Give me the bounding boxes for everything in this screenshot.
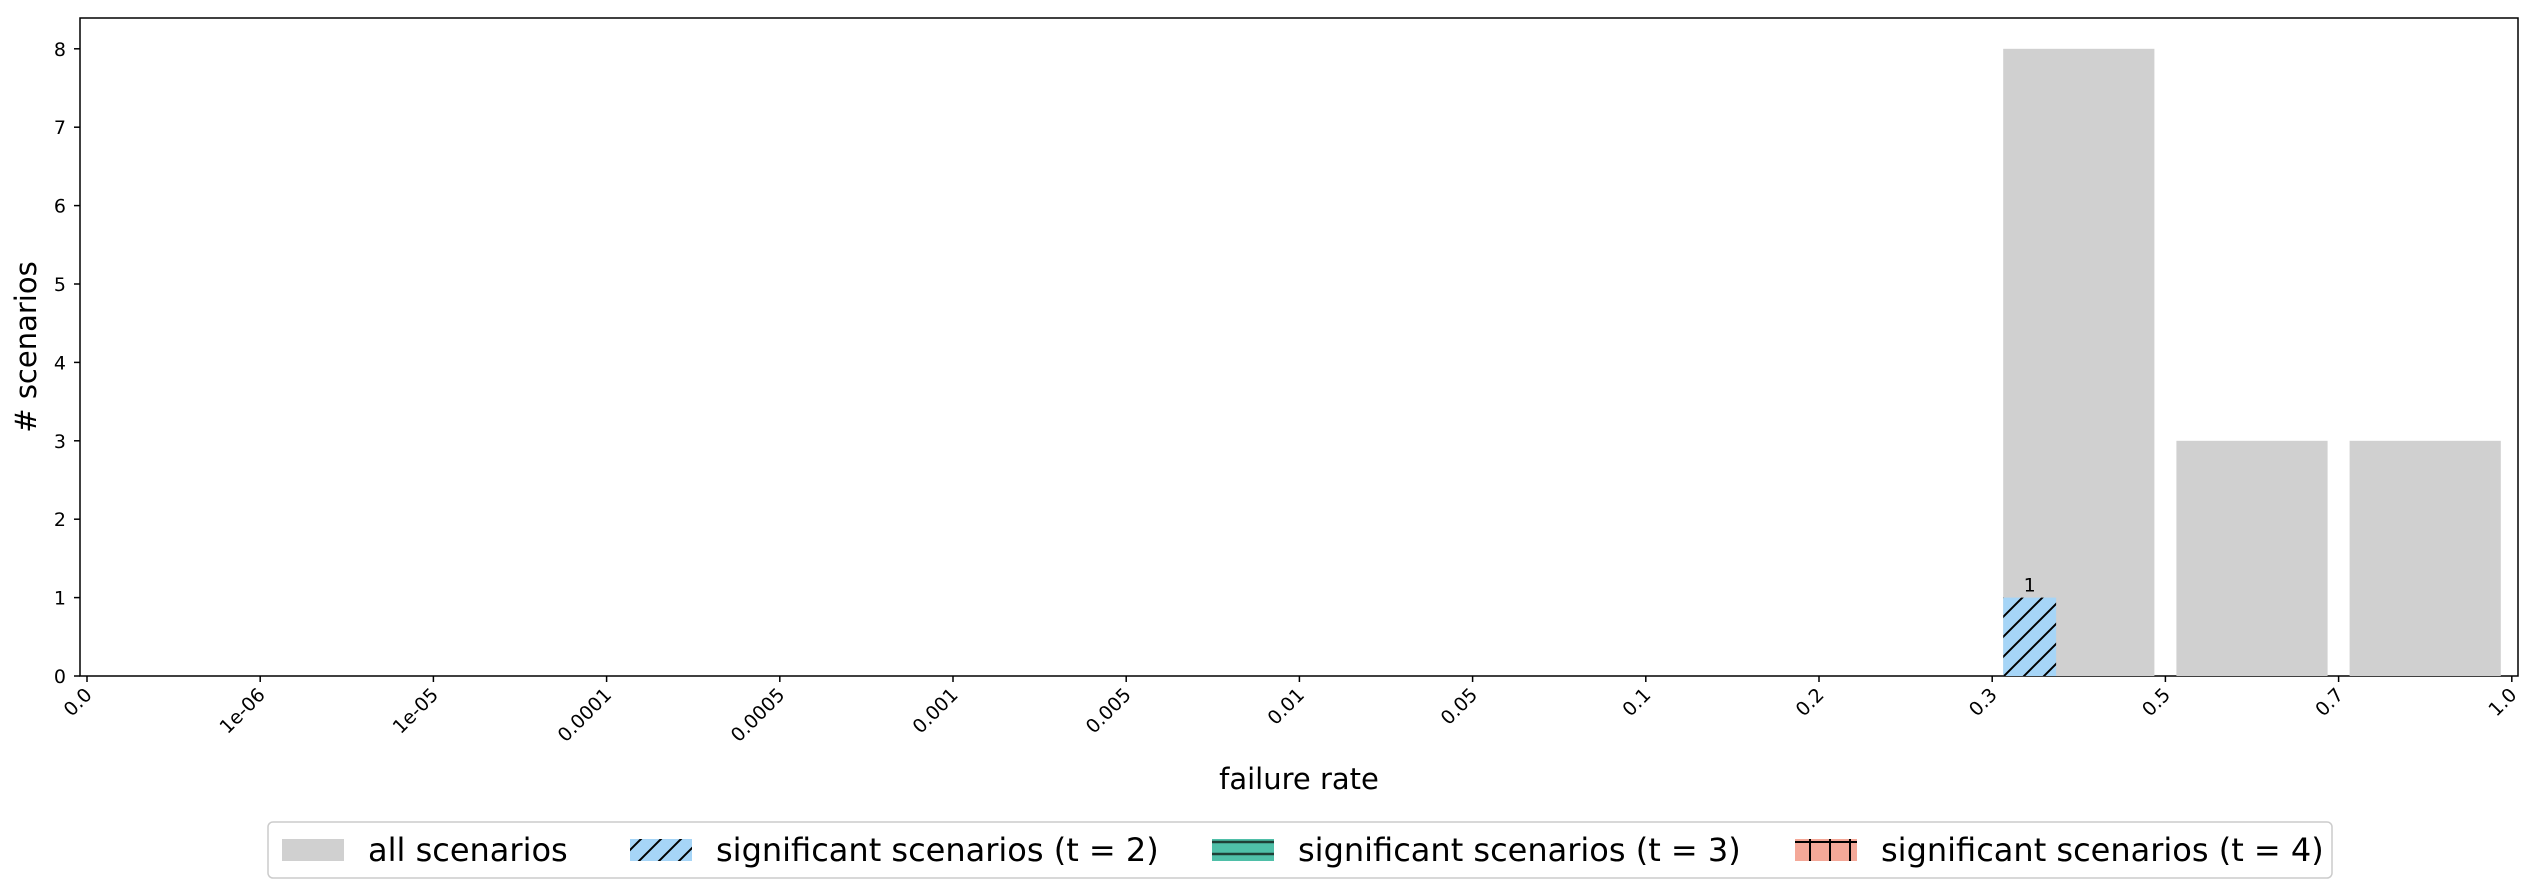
x-tick-label: 1e-05 [389, 684, 443, 738]
x-tick-label: 0.005 [1082, 684, 1136, 738]
x-tick-label: 0.7 [2311, 684, 2348, 721]
legend-label: significant scenarios (t = 4) [1881, 831, 2324, 869]
legend-frame [267, 821, 2333, 879]
x-axis-label: failure rate [1219, 762, 1379, 796]
bar [2176, 440, 2328, 676]
x-tick-label: 0.1 [1618, 684, 1655, 721]
legend: all scenarios significant scenarios (t = … [267, 821, 2333, 879]
y-tick-label: 2 [54, 509, 66, 531]
legend-label: significant scenarios (t = 3) [1298, 831, 1741, 869]
x-tick-label: 0.0005 [727, 684, 790, 747]
x-tick-label: 1.0 [2484, 684, 2521, 721]
bar [2003, 48, 2155, 677]
y-axis: 0 1 2 3 4 5 6 7 8 [54, 39, 80, 688]
data-label: 1 [2024, 575, 2036, 597]
x-tick-label: 0.2 [1792, 684, 1829, 721]
y-tick-label: 4 [54, 352, 66, 374]
bar [2003, 597, 2057, 676]
legend-swatch [1212, 839, 1274, 861]
data-labels: 1 [2024, 575, 2036, 597]
y-tick-label: 5 [54, 274, 66, 296]
x-tick-label: 0.5 [2138, 684, 2175, 721]
legend-swatch [282, 839, 344, 861]
legend-swatch [1795, 839, 1857, 861]
y-tick-label: 7 [54, 117, 66, 139]
x-tick-label: 0.01 [1263, 684, 1308, 729]
y-axis-label: # scenarios [9, 261, 43, 432]
y-tick-label: 6 [54, 196, 66, 218]
y-tick-label: 0 [54, 666, 66, 688]
x-axis: 0.0 1e-06 1e-05 0.0001 0.0005 0.001 0.005 0.01 0… [60, 676, 2521, 747]
legend-label: significant scenarios (t = 2) [716, 831, 1159, 869]
x-tick-label: 0.0 [60, 684, 97, 721]
y-tick-label: 1 [54, 588, 66, 610]
x-tick-label: 1e-06 [215, 684, 269, 738]
bar [2349, 440, 2501, 676]
legend-label: all scenarios [368, 831, 568, 869]
x-tick-label: 0.0001 [554, 684, 617, 747]
x-tick-label: 0.05 [1437, 684, 1482, 729]
y-tick-label: 3 [54, 431, 66, 453]
bars [2003, 48, 2501, 677]
y-tick-label: 8 [54, 39, 66, 61]
x-tick-label: 0.001 [909, 684, 963, 738]
x-tick-label: 0.3 [1965, 684, 2002, 721]
legend-swatch [630, 839, 692, 861]
